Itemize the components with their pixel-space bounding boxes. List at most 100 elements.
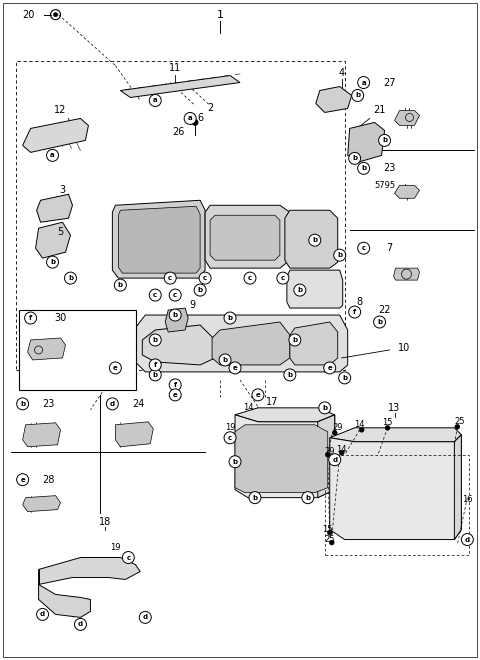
Circle shape: [169, 379, 181, 391]
Text: 26: 26: [172, 127, 184, 137]
Bar: [19, 310, 136, 390]
Polygon shape: [90, 195, 345, 310]
Polygon shape: [316, 86, 352, 112]
Circle shape: [455, 424, 460, 429]
Circle shape: [332, 430, 337, 436]
Circle shape: [149, 359, 161, 371]
Text: d: d: [143, 614, 148, 620]
Text: 16: 16: [462, 495, 473, 504]
Text: b: b: [361, 166, 366, 172]
Polygon shape: [210, 215, 280, 260]
Polygon shape: [112, 200, 205, 278]
Polygon shape: [135, 315, 348, 372]
Circle shape: [289, 334, 301, 346]
Text: 5795: 5795: [374, 181, 395, 190]
Text: b: b: [232, 459, 238, 465]
Circle shape: [309, 234, 321, 246]
Bar: [325, 455, 469, 554]
Polygon shape: [36, 222, 71, 258]
Text: 24: 24: [132, 399, 144, 409]
Circle shape: [324, 362, 336, 374]
Polygon shape: [142, 325, 215, 365]
Circle shape: [329, 540, 334, 545]
Polygon shape: [318, 415, 335, 498]
Polygon shape: [115, 422, 153, 447]
Text: 7: 7: [386, 243, 393, 253]
Text: b: b: [223, 357, 228, 363]
Text: 9: 9: [189, 300, 195, 310]
Circle shape: [329, 453, 341, 466]
Circle shape: [334, 249, 346, 261]
Text: d: d: [40, 611, 45, 617]
Circle shape: [36, 609, 48, 620]
Text: c: c: [281, 275, 285, 281]
Circle shape: [17, 398, 29, 410]
Circle shape: [169, 309, 181, 321]
Polygon shape: [212, 322, 290, 365]
Text: 3: 3: [60, 185, 66, 195]
Polygon shape: [348, 123, 384, 162]
Circle shape: [294, 284, 306, 296]
Circle shape: [302, 492, 314, 504]
Text: b: b: [292, 337, 298, 343]
Text: b: b: [228, 315, 233, 321]
Bar: [23, 527, 177, 638]
Text: b: b: [352, 155, 357, 161]
Bar: [16, 61, 345, 370]
Text: b: b: [342, 375, 347, 381]
Circle shape: [339, 372, 351, 384]
Circle shape: [229, 456, 241, 468]
Text: b: b: [322, 405, 327, 411]
Circle shape: [114, 279, 126, 291]
Text: d: d: [465, 537, 470, 543]
Circle shape: [284, 369, 296, 381]
Circle shape: [74, 618, 86, 630]
Text: d: d: [332, 457, 337, 463]
Circle shape: [379, 135, 391, 147]
Text: d: d: [78, 621, 83, 628]
Polygon shape: [205, 205, 290, 268]
Circle shape: [461, 533, 473, 546]
Circle shape: [149, 334, 161, 346]
Text: b: b: [198, 287, 203, 293]
Circle shape: [358, 242, 370, 254]
Text: b: b: [68, 275, 73, 281]
Text: e: e: [113, 365, 118, 371]
Polygon shape: [38, 558, 140, 585]
Circle shape: [358, 162, 370, 174]
Polygon shape: [23, 118, 88, 152]
Polygon shape: [395, 185, 420, 198]
Polygon shape: [455, 435, 461, 540]
Text: 5: 5: [58, 227, 64, 237]
Text: e: e: [327, 365, 332, 371]
Circle shape: [24, 312, 36, 324]
Circle shape: [109, 362, 121, 374]
Text: 18: 18: [99, 517, 111, 527]
Text: 10: 10: [398, 343, 411, 353]
Text: 22: 22: [378, 305, 391, 315]
Text: 15: 15: [383, 418, 393, 427]
Polygon shape: [120, 75, 240, 98]
Circle shape: [224, 432, 236, 444]
Text: b: b: [50, 259, 55, 265]
Text: c: c: [153, 292, 157, 298]
Text: 11: 11: [169, 63, 181, 73]
Circle shape: [339, 450, 344, 455]
Circle shape: [348, 306, 360, 318]
Text: b: b: [118, 282, 123, 288]
Text: 2: 2: [207, 104, 213, 114]
Text: 19: 19: [225, 423, 235, 432]
Text: 20: 20: [23, 10, 35, 20]
Text: 29: 29: [333, 423, 343, 432]
Text: e: e: [233, 365, 238, 371]
Circle shape: [107, 398, 119, 410]
Text: b: b: [377, 319, 382, 325]
Text: 13: 13: [388, 403, 401, 413]
Bar: [310, 415, 474, 619]
Text: b: b: [288, 372, 292, 378]
Text: e: e: [173, 392, 178, 398]
Text: e: e: [255, 392, 260, 398]
Circle shape: [149, 289, 161, 301]
Circle shape: [122, 552, 134, 564]
Text: 14: 14: [243, 403, 253, 412]
